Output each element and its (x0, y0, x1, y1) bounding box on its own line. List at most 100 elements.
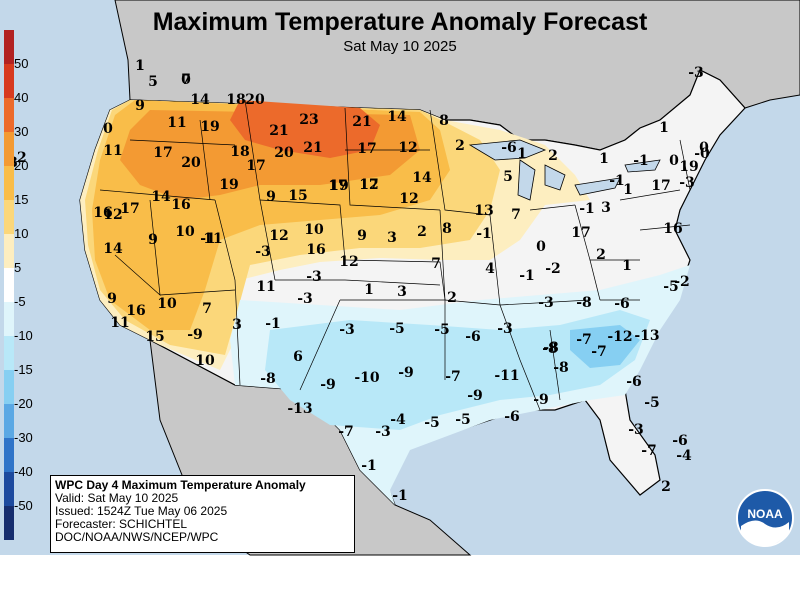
anomaly-value: 17 (357, 141, 376, 157)
anomaly-value: -5 (389, 321, 405, 337)
legend-label: -30 (14, 430, 33, 445)
anomaly-value: -13 (287, 401, 312, 417)
anomaly-value: 1 (135, 58, 145, 74)
anomaly-value: -6 (672, 433, 688, 449)
anomaly-value: 1 (622, 258, 632, 274)
anomaly-value: -0 (694, 146, 710, 162)
anomaly-value: -3 (339, 322, 355, 338)
anomaly-value: 14 (412, 170, 432, 186)
legend-swatch (4, 234, 14, 268)
legend-swatch (4, 370, 14, 404)
anomaly-value: 7 (431, 256, 441, 272)
anomaly-value: 1 (623, 182, 633, 198)
anomaly-value: -10 (354, 370, 380, 386)
anomaly-value: 20 (274, 145, 294, 161)
anomaly-value: 2 (661, 479, 671, 495)
legend-label: -15 (14, 362, 33, 377)
legend-label: -5 (14, 294, 26, 309)
anomaly-value: 17 (359, 177, 378, 193)
anomaly-value: -11 (494, 368, 519, 384)
anomaly-value: 11 (203, 231, 222, 247)
anomaly-value: 16 (93, 205, 112, 221)
legend-label: -10 (14, 328, 33, 343)
cool-13 (570, 325, 640, 368)
anomaly-value: 6 (293, 349, 303, 365)
anomaly-value: 3 (397, 284, 407, 300)
anomaly-value: 12 (398, 140, 417, 156)
anomaly-value: -7 (641, 443, 657, 459)
legend-swatch (4, 438, 14, 472)
anomaly-value: -1 (361, 458, 377, 474)
noaa-logo: NOAA (736, 489, 794, 547)
legend-label: 5 (14, 260, 22, 275)
anomaly-value: 14 (151, 189, 171, 205)
anomaly-value: -7 (576, 332, 592, 348)
anomaly-value: 11 (110, 315, 129, 331)
anomaly-value: -3 (628, 422, 644, 438)
anomaly-value: 11 (256, 279, 275, 295)
info-box: WPC Day 4 Maximum Temperature Anomaly Va… (50, 475, 355, 553)
legend-swatch (4, 132, 14, 166)
anomaly-value: 10 (175, 224, 195, 240)
legend-swatch (4, 64, 14, 98)
anomaly-value: 13 (474, 203, 493, 219)
anomaly-value: 9 (107, 291, 117, 307)
anomaly-value: 5 (148, 74, 158, 90)
anomaly-value: -8 (543, 340, 559, 356)
anomaly-value: 8 (439, 113, 449, 129)
anomaly-value: 18 (226, 92, 245, 108)
anomaly-value: -8 (260, 371, 276, 387)
anomaly-value: -4 (390, 412, 406, 428)
legend-swatch (4, 404, 14, 438)
legend-label: -50 (14, 498, 33, 513)
info-valid: Valid: Sat May 10 2025 (55, 491, 179, 505)
anomaly-value: -2 (545, 261, 561, 277)
anomaly-value: 2 (548, 148, 558, 164)
anomaly-value: -13 (634, 328, 659, 344)
anomaly-value: 12 (359, 177, 378, 193)
anomaly-value: -3 (255, 244, 271, 260)
anomaly-value: 20 (181, 155, 201, 171)
anomaly-value: -9 (187, 327, 203, 343)
anomaly-value: -5 (434, 322, 450, 338)
anomaly-value: 9 (135, 98, 145, 114)
anomaly-value: -7 (591, 344, 607, 360)
anomaly-value: 12 (339, 254, 358, 270)
anomaly-value: 19 (679, 159, 698, 175)
anomaly-value: -1 (200, 231, 216, 247)
anomaly-value: 8 (442, 221, 452, 237)
anomaly-value: -12 (607, 329, 632, 345)
anomaly-value: -6 (504, 409, 520, 425)
anomaly-value: 21 (352, 114, 371, 130)
info-org: DOC/NOAA/NWS/NCEP/WPC (55, 530, 219, 544)
map-title: Maximum Temperature Anomaly Forecast (152, 8, 648, 36)
anomaly-value: 19 (219, 177, 238, 193)
anomaly-value: 18 (230, 144, 249, 160)
anomaly-value: 23 (299, 112, 318, 128)
anomaly-value: 11 (103, 143, 122, 159)
anomaly-value: 0 (103, 121, 113, 137)
legend-swatch (4, 336, 14, 370)
great-lakes (468, 139, 661, 201)
anomaly-value: -3 (679, 175, 695, 191)
legend-swatch (4, 268, 14, 302)
anomaly-value: -9 (467, 388, 483, 404)
anomaly-value: 15 (288, 188, 307, 204)
anomaly-value: 17 (153, 145, 172, 161)
anomaly-value: -3 (306, 269, 322, 285)
anomaly-value: -3 (297, 291, 313, 307)
anomaly-value: 2 (417, 224, 427, 240)
anomaly-value: 2 (447, 290, 457, 306)
anomaly-value: 2 (455, 138, 465, 154)
noaa-logo-text: NOAA (747, 507, 783, 521)
anomaly-value: -3 (497, 321, 513, 337)
anomaly-value: -9 (533, 392, 549, 408)
anomaly-value: -6 (614, 296, 630, 312)
anomaly-value: 21 (269, 123, 288, 139)
anomaly-value: -4 (676, 448, 692, 464)
anomaly-value: 16 (306, 242, 325, 258)
anomaly-value: 1 (599, 151, 609, 167)
anomaly-value: -5 (663, 279, 679, 295)
